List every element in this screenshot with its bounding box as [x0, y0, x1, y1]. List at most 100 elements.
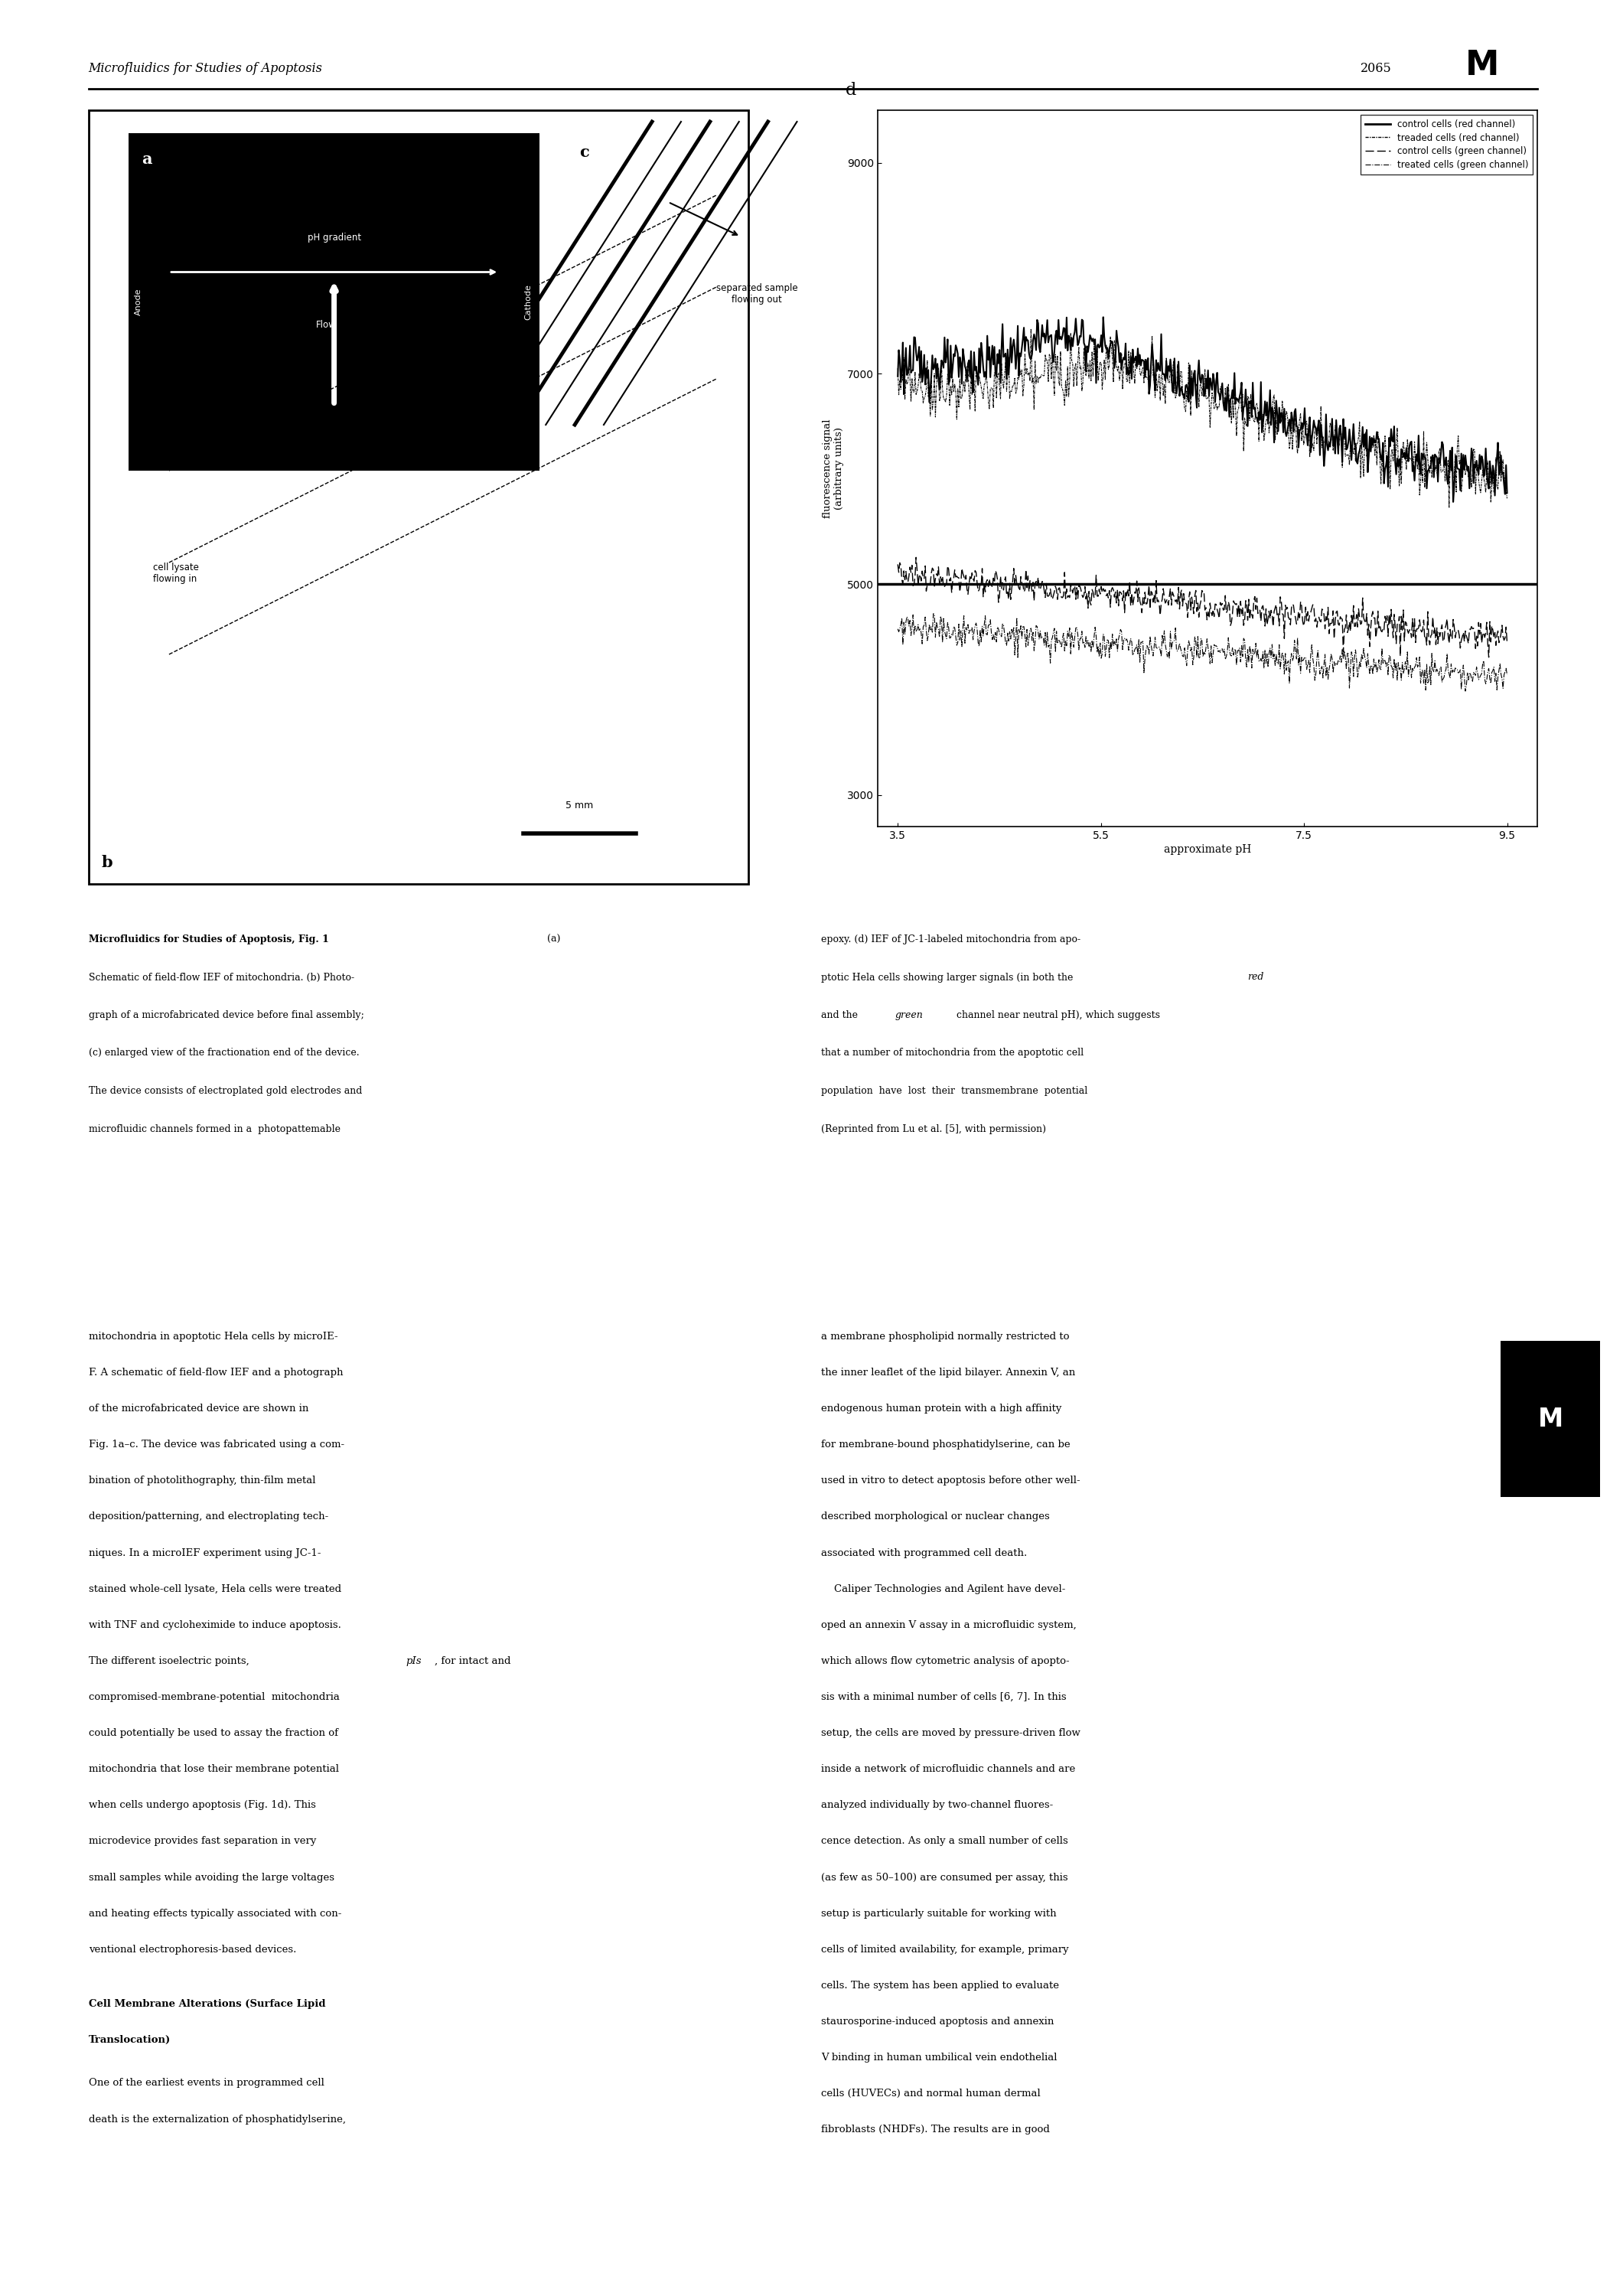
Text: death is the externalization of phosphatidylserine,: death is the externalization of phosphat… — [89, 2115, 346, 2124]
Text: stained whole-cell lysate, Hela cells were treated: stained whole-cell lysate, Hela cells we… — [89, 1584, 341, 1593]
control cells (green channel) — [906, 544, 926, 572]
Text: associated with programmed cell death.: associated with programmed cell death. — [821, 1548, 1027, 1559]
Text: cells (HUVECs) and normal human dermal: cells (HUVECs) and normal human dermal — [821, 2089, 1040, 2099]
Text: population  have  lost  their  transmembrane  potential: population have lost their transmembrane… — [821, 1086, 1088, 1095]
Text: graph of a microfabricated device before final assembly;: graph of a microfabricated device before… — [89, 1010, 364, 1019]
control cells (red channel) — [1348, 450, 1367, 478]
Text: The different isoelectric points,: The different isoelectric points, — [89, 1655, 253, 1667]
Line: control cells (red channel): control cells (red channel) — [898, 317, 1507, 503]
control cells (red channel) — [1045, 338, 1064, 365]
Text: niques. In a microIEF experiment using JC-1-: niques. In a microIEF experiment using J… — [89, 1548, 320, 1559]
control cells (red channel) — [1444, 489, 1463, 517]
Line: treated cells (green channel): treated cells (green channel) — [898, 613, 1507, 691]
treated cells (green channel) — [924, 599, 943, 627]
treated cells (green channel) — [1348, 664, 1367, 691]
Text: c: c — [580, 145, 589, 161]
treated cells (green channel) — [1047, 638, 1066, 666]
Text: 2065: 2065 — [1360, 62, 1391, 76]
control cells (red channel) — [997, 340, 1016, 367]
control cells (green channel) — [1497, 629, 1517, 657]
treaded cells (red channel) — [1248, 395, 1267, 422]
Text: cells of limited availability, for example, primary: cells of limited availability, for examp… — [821, 1945, 1069, 1954]
Text: d: d — [845, 83, 857, 99]
Text: cence detection. As only a small number of cells: cence detection. As only a small number … — [821, 1837, 1067, 1846]
Text: small samples while avoiding the large voltages: small samples while avoiding the large v… — [89, 1874, 335, 1883]
control cells (green channel) — [1164, 583, 1183, 611]
Text: pIs: pIs — [406, 1655, 422, 1667]
treaded cells (red channel) — [1439, 494, 1459, 521]
Text: setup, the cells are moved by pressure-driven flow: setup, the cells are moved by pressure-d… — [821, 1729, 1080, 1738]
Text: Cell Membrane Alterations (Surface Lipid: Cell Membrane Alterations (Surface Lipid — [89, 2000, 325, 2009]
Text: One of the earliest events in programmed cell: One of the earliest events in programmed… — [89, 2078, 324, 2087]
Text: (Reprinted from Lu et al. [5], with permission): (Reprinted from Lu et al. [5], with perm… — [821, 1125, 1046, 1134]
Text: b: b — [101, 854, 113, 870]
Text: M: M — [1538, 1405, 1563, 1433]
Text: Anode: Anode — [135, 289, 142, 315]
Text: and heating effects typically associated with con-: and heating effects typically associated… — [89, 1908, 341, 1919]
Text: The device consists of electroplated gold electrodes and: The device consists of electroplated gol… — [89, 1086, 362, 1095]
Bar — [89, 110, 749, 884]
Text: a membrane phospholipid normally restricted to: a membrane phospholipid normally restric… — [821, 1332, 1069, 1341]
Text: 5 mm: 5 mm — [565, 801, 594, 810]
control cells (red channel) — [1497, 480, 1517, 507]
Text: with TNF and cycloheximide to induce apoptosis.: with TNF and cycloheximide to induce apo… — [89, 1621, 341, 1630]
Text: microfluidic channels formed in a  photopattemable: microfluidic channels formed in a photop… — [89, 1125, 340, 1134]
Text: fibroblasts (NHDFs). The results are in good: fibroblasts (NHDFs). The results are in … — [821, 2124, 1050, 2135]
Text: Flow: Flow — [316, 319, 336, 331]
Text: of the microfabricated device are shown in: of the microfabricated device are shown … — [89, 1403, 309, 1414]
Text: green: green — [895, 1010, 923, 1019]
Text: (a): (a) — [544, 934, 560, 944]
Text: compromised-membrane-potential  mitochondria: compromised-membrane-potential mitochond… — [89, 1692, 340, 1701]
Text: mitochondria in apoptotic Hela cells by microIE-: mitochondria in apoptotic Hela cells by … — [89, 1332, 338, 1341]
Text: F. A schematic of field-flow IEF and a photograph: F. A schematic of field-flow IEF and a p… — [89, 1368, 343, 1378]
Text: the inner leaflet of the lipid bilayer. Annexin V, an: the inner leaflet of the lipid bilayer. … — [821, 1368, 1075, 1378]
treaded cells (red channel) — [1348, 429, 1367, 457]
Text: endogenous human protein with a high affinity: endogenous human protein with a high aff… — [821, 1403, 1061, 1414]
Legend: control cells (red channel), treaded cells (red channel), control cells (green c: control cells (red channel), treaded cel… — [1360, 115, 1533, 174]
Text: (as few as 50–100) are consumed per assay, this: (as few as 50–100) are consumed per assa… — [821, 1874, 1067, 1883]
Text: (c) enlarged view of the fractionation end of the device.: (c) enlarged view of the fractionation e… — [89, 1047, 359, 1058]
Text: that a number of mitochondria from the apoptotic cell: that a number of mitochondria from the a… — [821, 1047, 1084, 1058]
Text: oped an annexin V assay in a microfluidic system,: oped an annexin V assay in a microfluidi… — [821, 1621, 1077, 1630]
Text: epoxy. (d) IEF of JC-1-labeled mitochondria from apo-: epoxy. (d) IEF of JC-1-labeled mitochond… — [821, 934, 1080, 944]
Text: Fig. 1a–c. The device was fabricated using a com-: Fig. 1a–c. The device was fabricated usi… — [89, 1440, 345, 1449]
Text: cell lysate
flowing in: cell lysate flowing in — [153, 563, 198, 583]
Text: , for intact and: , for intact and — [435, 1655, 510, 1667]
treated cells (green channel) — [1497, 661, 1517, 689]
Text: Caliper Technologies and Agilent have devel-: Caliper Technologies and Agilent have de… — [821, 1584, 1066, 1593]
Text: pH gradient: pH gradient — [308, 232, 361, 243]
treaded cells (red channel) — [889, 354, 908, 381]
Text: a: a — [142, 152, 151, 168]
treated cells (green channel) — [889, 615, 908, 643]
Text: microdevice provides fast separation in very: microdevice provides fast separation in … — [89, 1837, 316, 1846]
Text: staurosporine-induced apoptosis and annexin: staurosporine-induced apoptosis and anne… — [821, 2016, 1055, 2027]
Line: treaded cells (red channel): treaded cells (red channel) — [898, 328, 1507, 507]
control cells (red channel) — [1093, 303, 1113, 331]
Text: which allows flow cytometric analysis of apopto-: which allows flow cytometric analysis of… — [821, 1655, 1069, 1667]
Text: could potentially be used to assay the fraction of: could potentially be used to assay the f… — [89, 1729, 338, 1738]
Text: M: M — [1465, 48, 1499, 83]
control cells (red channel) — [1164, 344, 1183, 372]
control cells (green channel) — [1296, 592, 1315, 620]
Text: Schematic of field-flow IEF of mitochondria. (b) Photo-: Schematic of field-flow IEF of mitochond… — [89, 974, 354, 983]
Text: ventional electrophoresis-based devices.: ventional electrophoresis-based devices. — [89, 1945, 296, 1954]
Text: setup is particularly suitable for working with: setup is particularly suitable for worki… — [821, 1908, 1056, 1919]
Text: V binding in human umbilical vein endothelial: V binding in human umbilical vein endoth… — [821, 2053, 1058, 2062]
control cells (green channel) — [1248, 599, 1267, 627]
Text: red: red — [1248, 974, 1264, 983]
control cells (green channel) — [1480, 643, 1499, 670]
Text: Microfluidics for Studies of Apoptosis: Microfluidics for Studies of Apoptosis — [89, 62, 322, 76]
treaded cells (red channel) — [1164, 374, 1183, 402]
Text: separated sample
flowing out: separated sample flowing out — [716, 282, 797, 305]
Text: deposition/patterning, and electroplating tech-: deposition/patterning, and electroplatin… — [89, 1513, 328, 1522]
treated cells (green channel) — [1164, 627, 1183, 654]
control cells (green channel) — [1047, 572, 1066, 599]
treaded cells (red channel) — [1021, 315, 1040, 342]
control cells (green channel) — [1348, 613, 1367, 641]
treaded cells (red channel) — [997, 349, 1016, 377]
X-axis label: approximate pH: approximate pH — [1164, 845, 1251, 854]
control cells (red channel) — [889, 363, 908, 390]
treated cells (green channel) — [1296, 645, 1315, 673]
Text: bination of photolithography, thin-film metal: bination of photolithography, thin-film … — [89, 1476, 316, 1486]
control cells (green channel) — [997, 581, 1016, 608]
